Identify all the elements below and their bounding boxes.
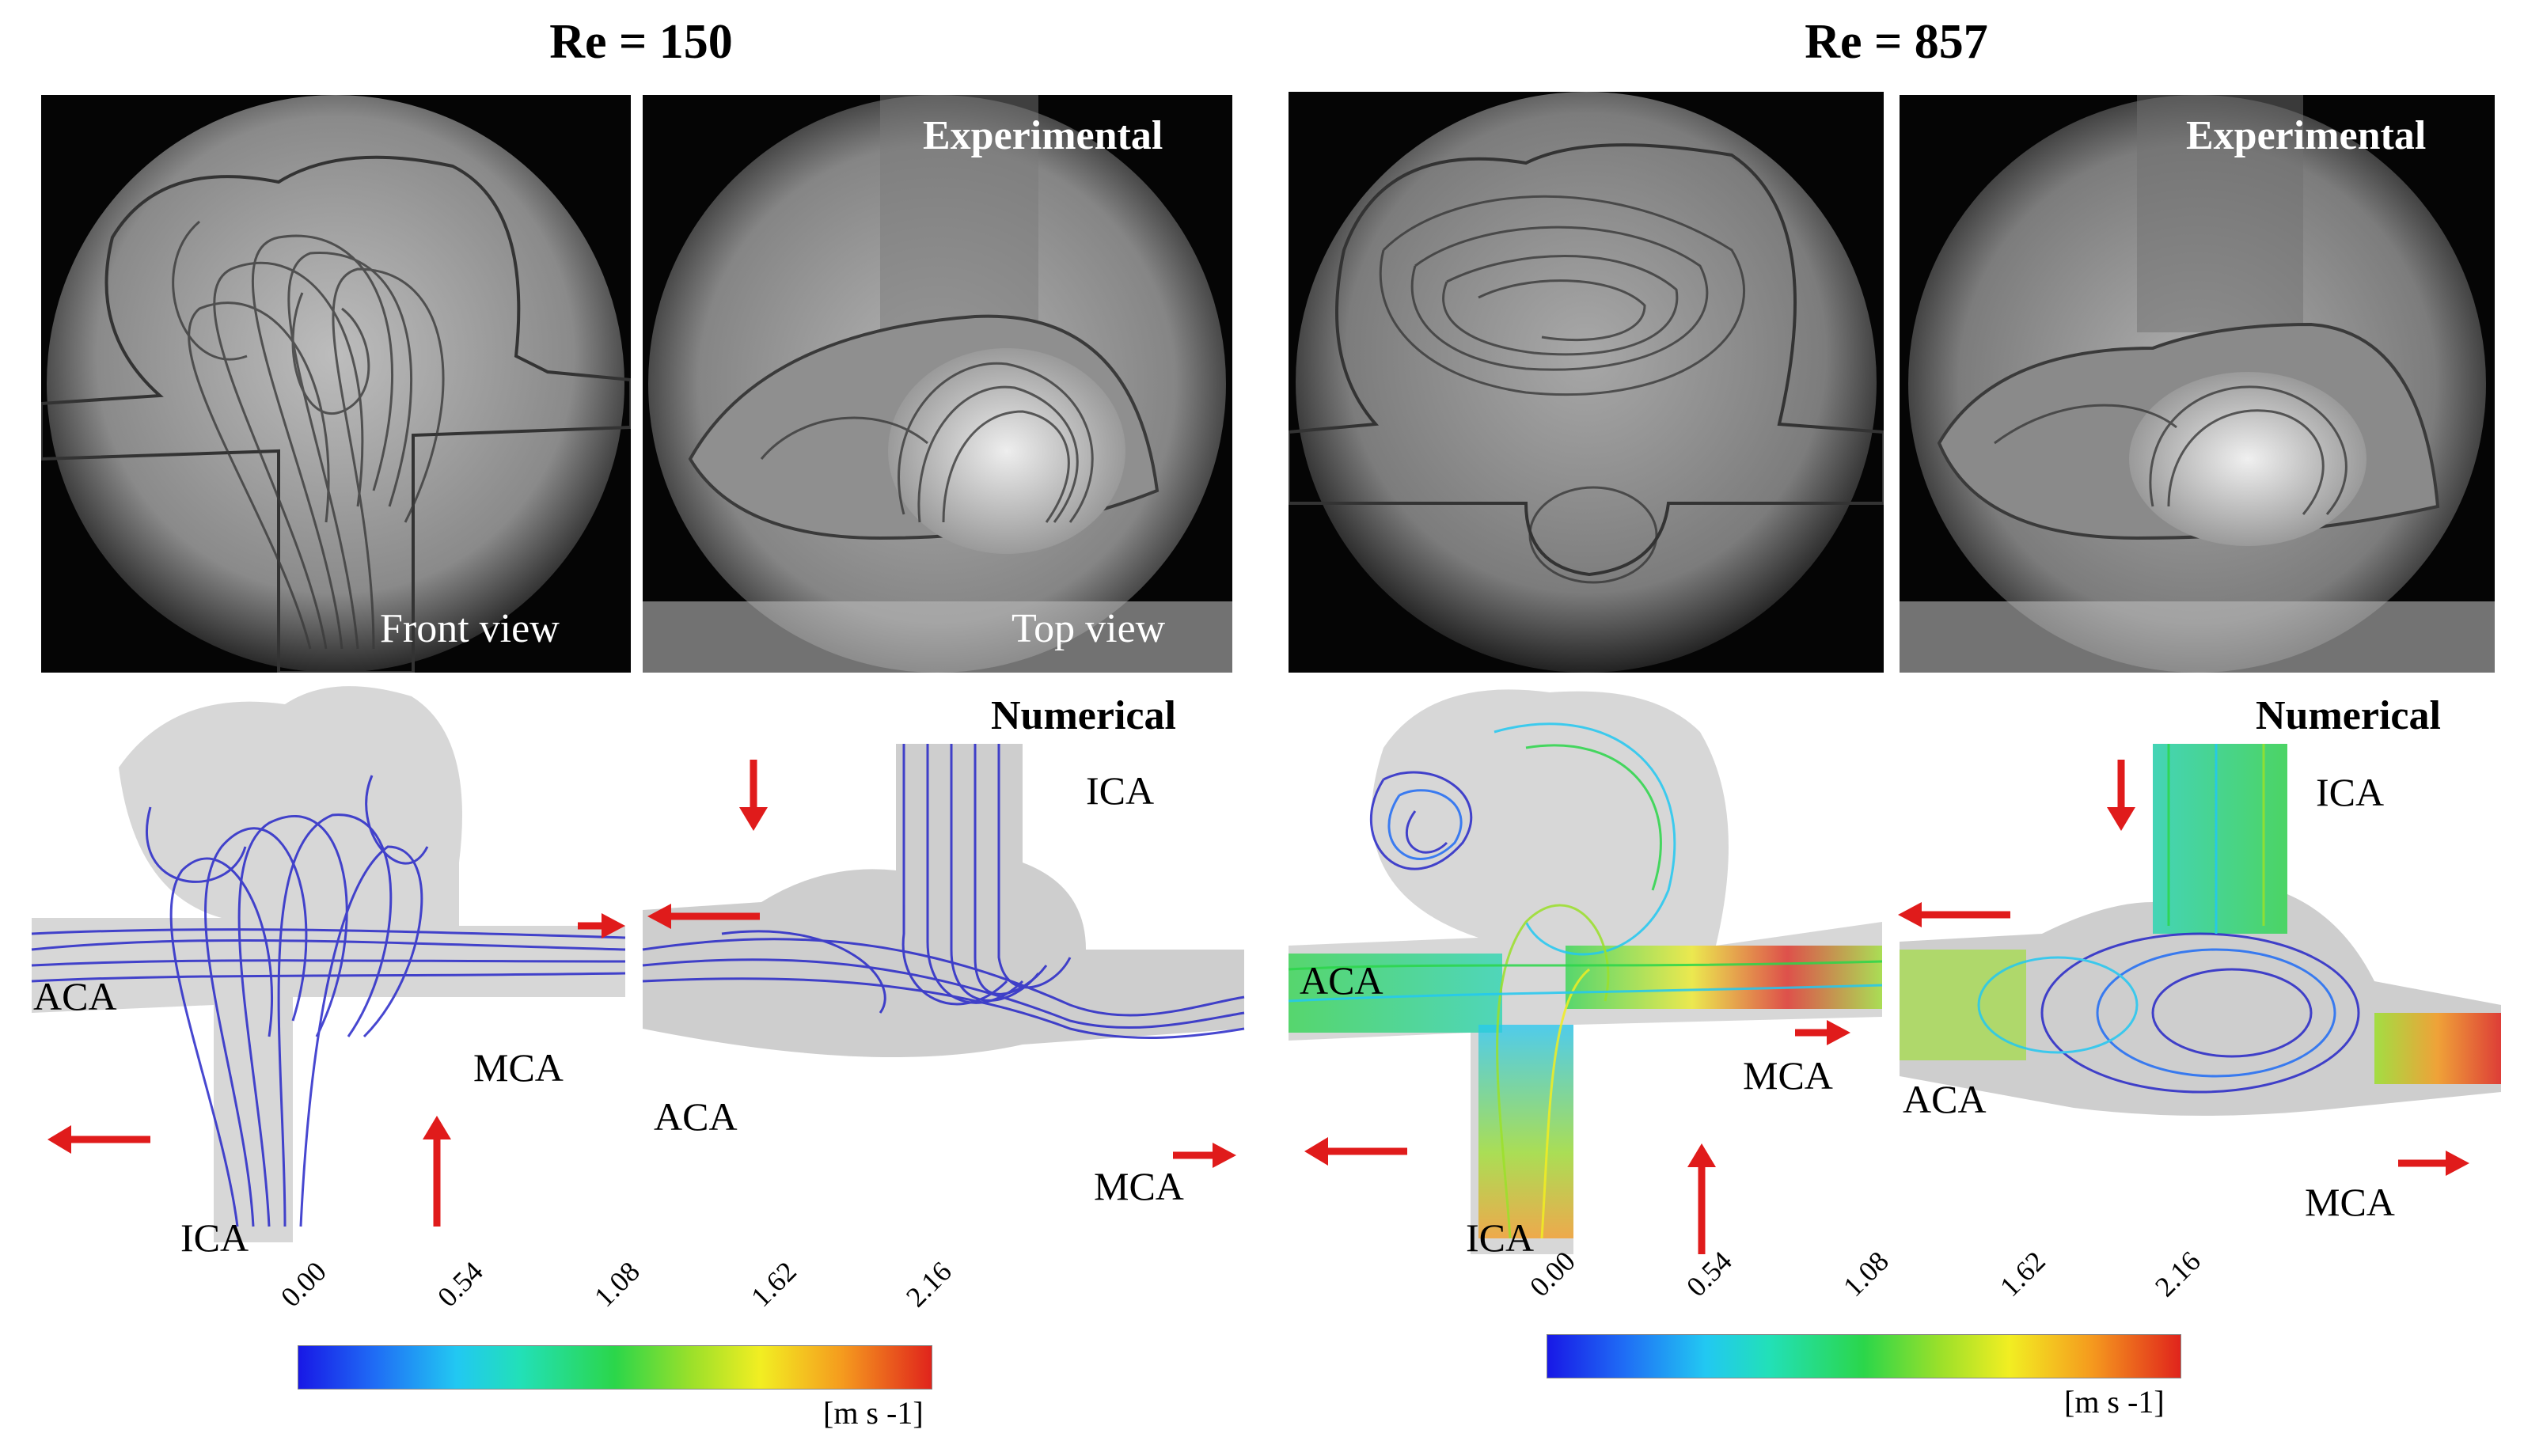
left-top-inlet-arrow bbox=[647, 904, 760, 929]
left-numerical-heading: Numerical bbox=[991, 693, 1176, 738]
right-colorbar-unit: [m s -1] bbox=[2064, 1384, 2165, 1420]
right-colorbar bbox=[1547, 1334, 2181, 1378]
left-colorbar-tick: 1.62 bbox=[745, 1255, 803, 1314]
left-colorbar-tick: 0.54 bbox=[431, 1255, 489, 1314]
right-top-mca-label: MCA bbox=[2305, 1180, 2395, 1224]
left-top-ica-label: ICA bbox=[1086, 768, 1155, 813]
left-front-aca-label: ACA bbox=[33, 974, 117, 1018]
right-front-aca-label: ACA bbox=[1300, 958, 1383, 1003]
right-front-streamlines bbox=[1288, 722, 1883, 1239]
right-experimental-top-photo: Experimental bbox=[1900, 95, 2495, 673]
left-colorbar-unit: [m s -1] bbox=[823, 1395, 924, 1431]
left-colorbar-tick: 1.08 bbox=[588, 1255, 646, 1314]
left-top-mca-label: MCA bbox=[1094, 1164, 1184, 1208]
left-colorbar-tick: 0.00 bbox=[275, 1255, 332, 1314]
left-front-view-caption: Front view bbox=[380, 606, 560, 651]
right-numerical-heading: Numerical bbox=[2256, 693, 2441, 738]
right-front-mca-label: MCA bbox=[1743, 1053, 1833, 1098]
left-experimental-front-photo: Front view bbox=[41, 95, 631, 673]
right-top-streamlines bbox=[1977, 744, 2360, 1094]
right-colorbar-tick: 2.16 bbox=[2149, 1245, 2207, 1303]
left-numerical-top-sim bbox=[642, 744, 1245, 1168]
left-experimental-heading: Experimental bbox=[923, 113, 1163, 158]
right-top-aca-label: ACA bbox=[1903, 1077, 1987, 1121]
right-numerical-top-sim bbox=[1900, 744, 2501, 1176]
left-top-aca-label: ACA bbox=[654, 1094, 738, 1139]
left-colorbar-tick: 2.16 bbox=[900, 1255, 958, 1314]
left-top-arrows bbox=[739, 760, 1236, 1168]
right-numerical-front-sim bbox=[1288, 689, 1883, 1254]
right-front-arrows bbox=[1304, 1020, 1850, 1254]
right-colorbar-tick: 1.62 bbox=[1994, 1245, 2051, 1303]
right-front-ica-label: ICA bbox=[1466, 1215, 1535, 1260]
left-panel-title: Re = 150 bbox=[549, 15, 733, 69]
left-top-view-caption: Top view bbox=[1011, 606, 1166, 651]
right-experimental-heading: Experimental bbox=[2186, 113, 2427, 158]
left-experimental-top-photo: Experimental Top view bbox=[643, 95, 1232, 673]
left-front-ica-label: ICA bbox=[180, 1215, 249, 1260]
right-top-arrows bbox=[2107, 760, 2469, 1176]
right-panel-title: Re = 857 bbox=[1805, 15, 1988, 69]
left-top-streamlines bbox=[642, 744, 1245, 1040]
left-front-vessel bbox=[32, 686, 625, 1242]
right-experimental-front-photo bbox=[1289, 92, 1884, 673]
left-front-mca-label: MCA bbox=[473, 1045, 564, 1090]
left-front-streamlines bbox=[31, 775, 626, 1227]
right-top-ica-label: ICA bbox=[2316, 770, 2385, 814]
right-top-inlet-arrow bbox=[1898, 902, 2010, 927]
left-colorbar bbox=[298, 1345, 932, 1390]
left-front-arrows bbox=[47, 913, 625, 1227]
left-numerical-front-sim bbox=[31, 686, 626, 1242]
